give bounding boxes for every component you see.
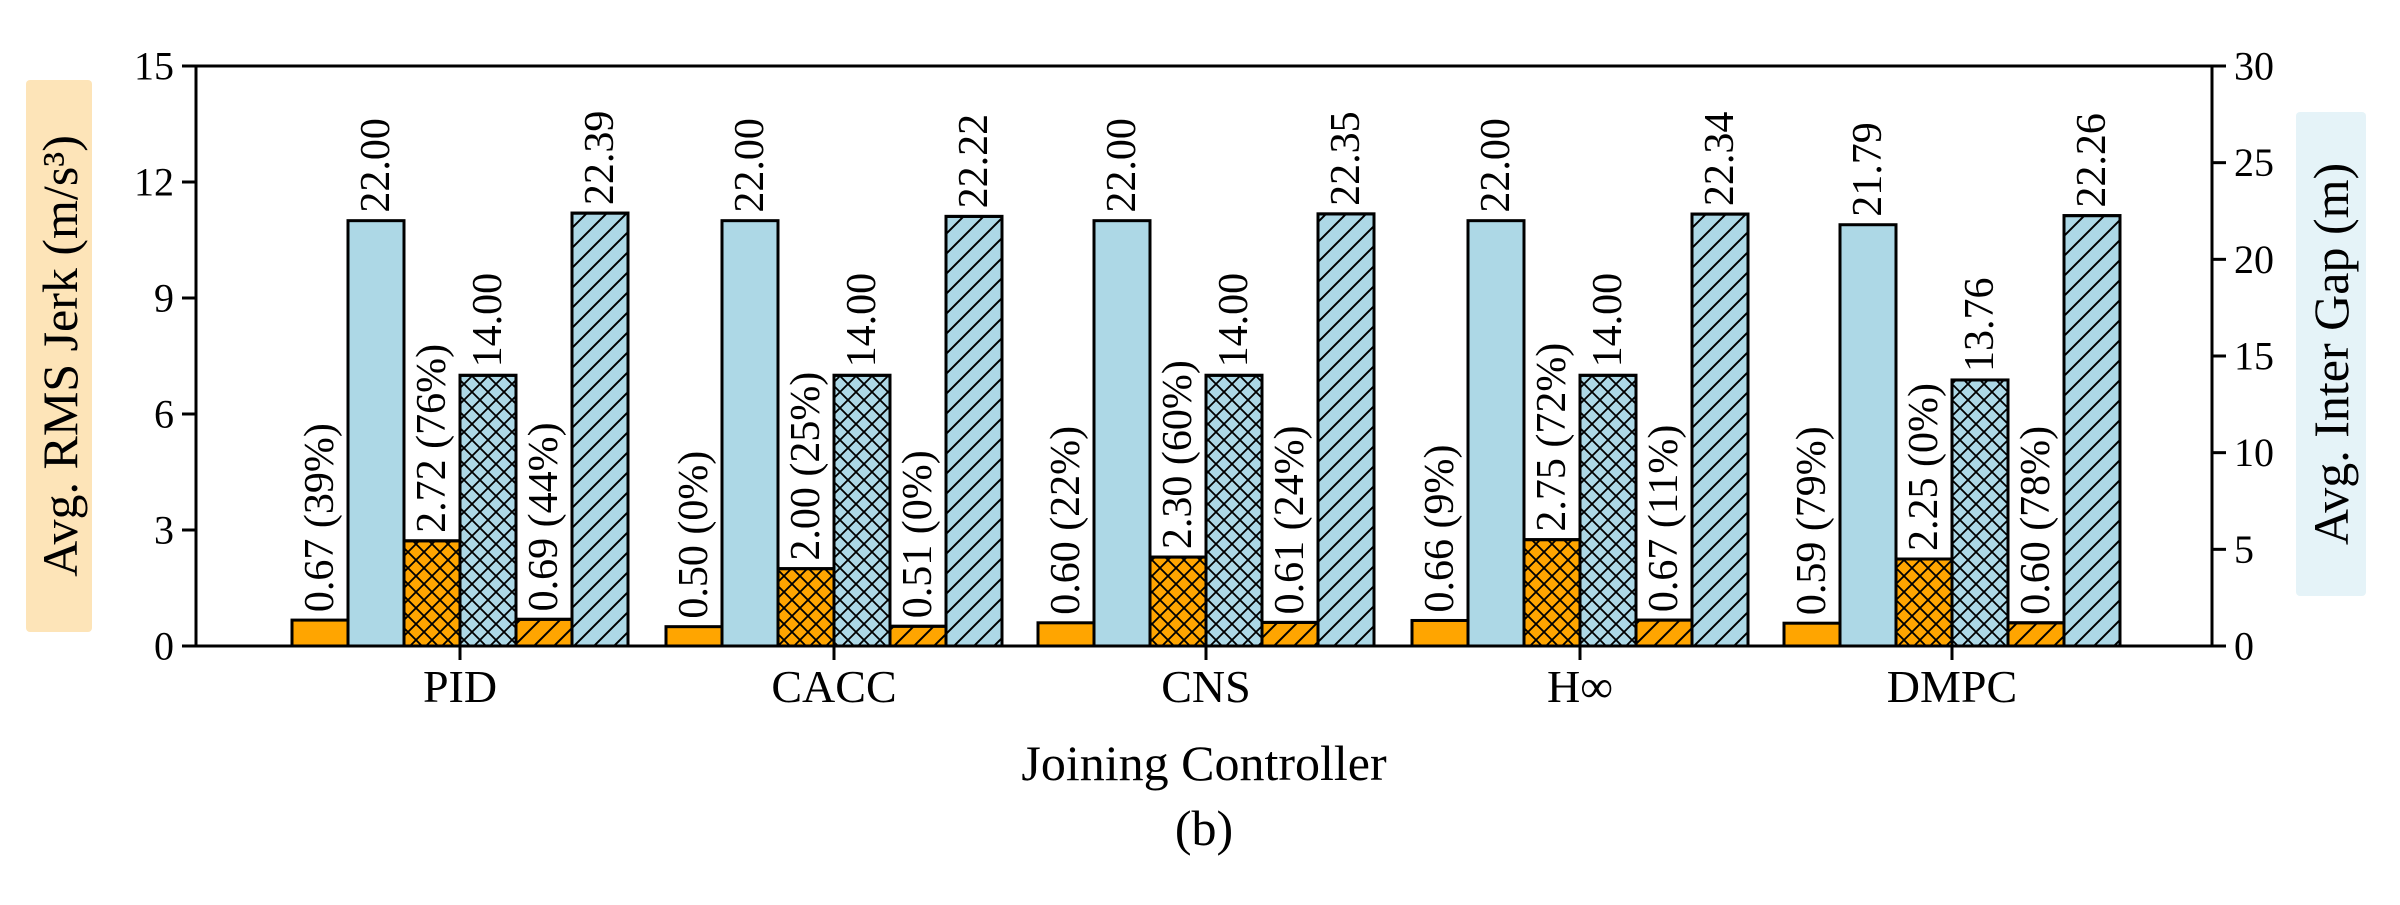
bar-hatch xyxy=(2062,214,2122,648)
bar-value-label: 22.39 xyxy=(577,111,623,206)
bar-value-label: 22.00 xyxy=(353,118,399,213)
left-axis-ticks: 0 3 6 9 12 15 xyxy=(134,44,196,669)
x-tick-label: CNS xyxy=(1161,661,1250,712)
bar-value-label: 0.60 (78%) xyxy=(2013,426,2059,615)
left-tick-label: 6 xyxy=(154,392,174,437)
bar-value-label: 2.75 (72%) xyxy=(1529,343,1575,532)
bar-value-label: 0.66 (9%) xyxy=(1417,445,1463,613)
bar-value-label: 22.26 xyxy=(2069,113,2115,208)
bar-value-label: 22.35 xyxy=(1323,111,1369,206)
bar-hatch xyxy=(1950,378,2010,648)
bar-value-label: 22.00 xyxy=(1099,118,1145,213)
bar-value-label: 22.00 xyxy=(727,118,773,213)
bar-value-label: 2.72 (76%) xyxy=(409,344,455,533)
bar-hatch xyxy=(514,617,574,648)
bar-value-label: 0.60 (22%) xyxy=(1043,426,1089,615)
bar-hatch xyxy=(1260,620,1320,648)
x-tick-label: PID xyxy=(423,661,497,712)
bar-hatch xyxy=(832,373,892,648)
bar xyxy=(1092,219,1152,648)
bar-value-label: 14.00 xyxy=(1585,273,1631,368)
bar-hatch xyxy=(1522,538,1582,648)
bar-hatch xyxy=(2006,621,2066,648)
bar-hatch xyxy=(944,214,1004,648)
bar-hatch xyxy=(1204,373,1264,648)
bar-hatch xyxy=(570,211,630,648)
bar-value-label: 2.00 (25%) xyxy=(783,372,829,561)
x-tick-label: H∞ xyxy=(1547,661,1613,712)
bar-value-label: 0.50 (0%) xyxy=(671,451,717,619)
bar-hatch xyxy=(1578,373,1638,648)
bar-hatch xyxy=(776,567,836,648)
bar-value-label: 0.69 (44%) xyxy=(521,422,567,611)
right-axis-title-background xyxy=(2296,112,2366,596)
left-tick-label: 0 xyxy=(154,624,174,669)
bar-hatch xyxy=(1148,555,1208,648)
bar-hatch xyxy=(402,539,462,648)
bar-hatch xyxy=(888,624,948,648)
bar-hatch xyxy=(1690,212,1750,648)
bar-value-label: 21.79 xyxy=(1845,122,1891,217)
left-axis-title: Avg. RMS Jerk (m/s³) xyxy=(26,80,92,632)
bars-layer xyxy=(290,211,2122,648)
left-axis-title-background xyxy=(26,80,92,632)
left-tick-label: 3 xyxy=(154,508,174,553)
bar xyxy=(290,618,350,648)
right-axis-label: Avg. Inter Gap (m) xyxy=(2303,163,2359,545)
bar-hatch xyxy=(458,373,518,648)
bar xyxy=(1782,621,1842,648)
bar-value-label: 2.30 (60%) xyxy=(1155,360,1201,549)
bar-value-label: 0.61 (24%) xyxy=(1267,425,1313,614)
bar-value-label: 14.00 xyxy=(1211,273,1257,368)
bar-value-label: 22.22 xyxy=(951,114,997,209)
right-tick-label: 25 xyxy=(2234,140,2274,185)
bar-value-label: 0.67 (11%) xyxy=(1641,425,1687,612)
bar-value-label: 22.00 xyxy=(1473,118,1519,213)
bar xyxy=(664,625,724,648)
bar-value-label: 13.76 xyxy=(1957,277,2003,372)
x-tick-label: DMPC xyxy=(1887,661,2017,712)
bar xyxy=(1466,219,1526,648)
bar-value-label: 0.51 (0%) xyxy=(895,450,941,618)
x-axis-label: Joining Controller xyxy=(1021,735,1387,791)
right-tick-label: 30 xyxy=(2234,44,2274,89)
left-tick-label: 9 xyxy=(154,276,174,321)
left-axis-label: Avg. RMS Jerk (m/s³) xyxy=(32,135,88,577)
bar-labels-layer: 0.67 (39%) 0.50 (0%) 0.60 (22%) 0.66 (9%) 0.… xyxy=(297,111,2115,619)
bar-hatch xyxy=(1316,212,1376,648)
right-axis-title: Avg. Inter Gap (m) xyxy=(2296,112,2366,596)
bar-value-label: 2.25 (0%) xyxy=(1901,383,1947,551)
bar-value-label: 0.67 (39%) xyxy=(297,423,343,612)
bar-value-label: 14.00 xyxy=(465,273,511,368)
right-tick-label: 5 xyxy=(2234,527,2254,572)
bar-hatch xyxy=(1634,618,1694,648)
bar xyxy=(720,219,780,648)
right-axis-ticks: 0 5 10 15 20 25 30 xyxy=(2212,44,2274,669)
bar-hatch xyxy=(1894,557,1954,648)
bar xyxy=(346,219,406,648)
right-tick-label: 15 xyxy=(2234,334,2274,379)
left-tick-label: 15 xyxy=(134,44,174,89)
bar-value-label: 22.34 xyxy=(1697,112,1743,207)
x-tick-label: CACC xyxy=(771,661,896,712)
right-tick-label: 20 xyxy=(2234,237,2274,282)
figure-caption: (b) xyxy=(1175,800,1233,856)
x-axis-ticks: PID CACC CNS H∞ DMPC xyxy=(423,646,2017,712)
bar-value-label: 0.59 (79%) xyxy=(1789,426,1835,615)
bar xyxy=(1410,618,1470,648)
right-tick-label: 0 xyxy=(2234,624,2254,669)
bar xyxy=(1036,621,1096,648)
left-tick-label: 12 xyxy=(134,160,174,205)
bar-value-label: 14.00 xyxy=(839,273,885,368)
bar xyxy=(1838,223,1898,648)
right-tick-label: 10 xyxy=(2234,430,2274,475)
